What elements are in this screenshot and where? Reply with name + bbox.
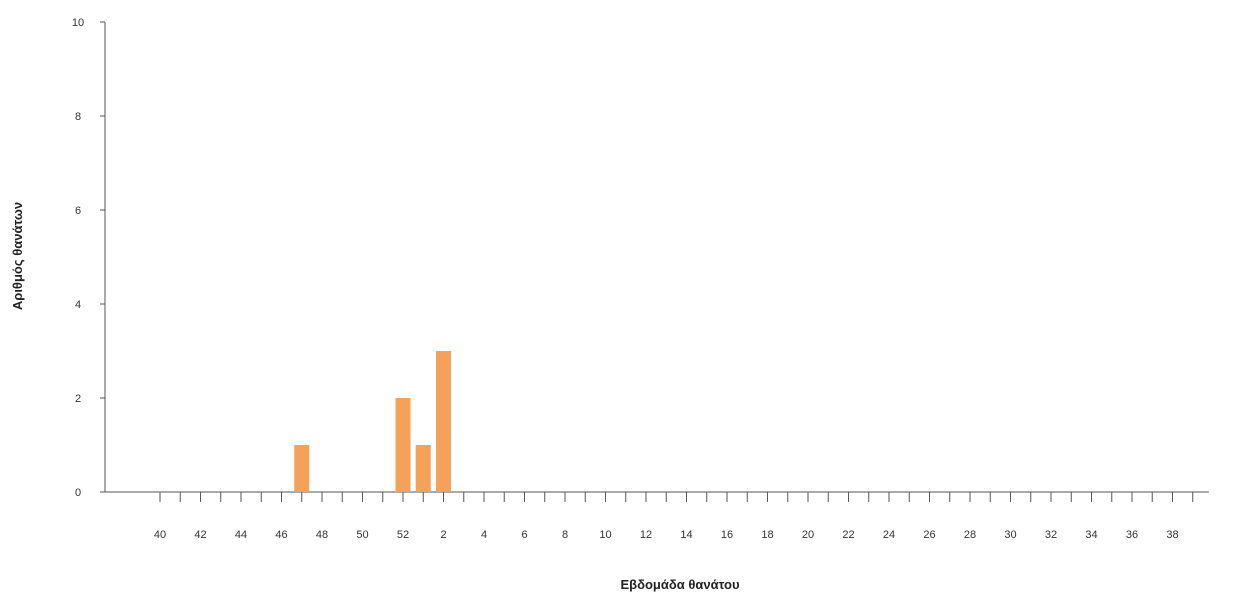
x-tick-label: 22 (842, 529, 854, 541)
x-axis-title: Εβδομάδα θανάτου (620, 577, 739, 592)
x-tick-label: 50 (356, 529, 368, 541)
bar (294, 445, 310, 492)
x-tick-label: 28 (964, 529, 976, 541)
x-tick-label: 36 (1126, 529, 1138, 541)
bar (436, 351, 451, 492)
x-tick-label: 4 (481, 529, 487, 541)
x-tick-label: 52 (397, 529, 409, 541)
x-tick-label: 2 (440, 529, 446, 541)
bar (395, 398, 411, 492)
x-tick-label: 30 (1004, 529, 1016, 541)
x-tick-label: 48 (316, 529, 328, 541)
y-tick-label: 2 (75, 393, 81, 405)
x-tick-label: 34 (1085, 529, 1097, 541)
x-tick-label: 18 (761, 529, 773, 541)
x-tick-label: 20 (802, 529, 814, 541)
x-tick-label: 42 (194, 529, 206, 541)
x-axis: 40 42 44 46 48 50 52 2 4 6 8 10 12 14 16 18 20 22 24 26 28 30… (105, 491, 1209, 541)
x-tick-label: 44 (235, 529, 247, 541)
x-tick-label: 6 (521, 529, 527, 541)
x-tick-label: 26 (923, 529, 935, 541)
y-tick-label: 0 (75, 487, 81, 499)
x-tick-label: 16 (721, 529, 733, 541)
y-tick-label: 4 (75, 299, 81, 311)
x-tick-label: 12 (640, 529, 652, 541)
y-tick-label: 10 (72, 17, 84, 29)
x-tick-label: 24 (883, 529, 895, 541)
x-tick-label: 8 (562, 529, 568, 541)
bar (415, 445, 431, 492)
y-tick-label: 8 (75, 111, 81, 123)
x-tick-label: 32 (1045, 529, 1057, 541)
bars (294, 351, 451, 492)
x-tick-label: 46 (275, 529, 287, 541)
x-tick-label: 38 (1166, 529, 1178, 541)
x-tick-label: 14 (680, 529, 692, 541)
y-axis: 0 2 4 6 8 10 (72, 17, 106, 499)
y-tick-label: 6 (75, 205, 81, 217)
x-tick-label: 40 (154, 529, 166, 541)
y-axis-title: Αριθμός θανάτων (10, 202, 25, 310)
x-tick-label: 10 (599, 529, 611, 541)
